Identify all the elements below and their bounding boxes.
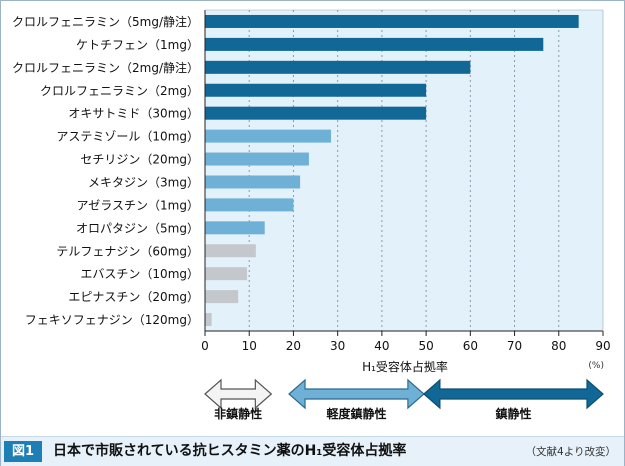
bar (205, 129, 332, 143)
category-label: クロルフェニラミン（2mg） (40, 84, 199, 98)
x-tick-label: 50 (418, 339, 433, 353)
category-arrow-label: 鎮静性 (495, 406, 531, 421)
caption-bar: 図1 日本で市販されている抗ヒスタミン薬のH₁受容体占拠率 （文献4より改変） (1, 436, 624, 466)
category-arrow (422, 378, 604, 410)
category-arrow (204, 378, 273, 410)
bar (205, 313, 212, 327)
figure-title: 日本で市販されている抗ヒスタミン薬のH₁受容体占拠率 (53, 443, 407, 459)
category-label: エピナスチン（20mg） (68, 290, 199, 304)
x-tick-label: 80 (551, 339, 566, 353)
category-label: テルフェナジン（60mg） (56, 244, 199, 258)
bar (205, 267, 248, 281)
category-label: オキサトミド（30mg） (68, 107, 199, 121)
bar (205, 83, 427, 97)
x-axis-unit: (%) (588, 361, 604, 371)
category-label: フェキソフェナジン（120mg） (25, 313, 199, 327)
category-arrow (288, 378, 425, 410)
x-tick-label: 70 (507, 339, 522, 353)
bar (205, 60, 471, 74)
x-tick-label: 30 (330, 339, 345, 353)
x-axis-label: H₁受容体占拠率 (362, 359, 448, 374)
x-tick-label: 20 (286, 339, 301, 353)
x-tick-label: 10 (242, 339, 257, 353)
category-label: アステミゾール（10mg） (56, 130, 199, 144)
bar (205, 221, 265, 235)
x-tick-label: 0 (201, 339, 209, 353)
figure-number-badge: 図1 (4, 441, 42, 462)
x-tick-label: 90 (595, 339, 610, 353)
plot-area (205, 10, 603, 331)
bar (205, 198, 294, 212)
bar (205, 175, 301, 189)
category-label: クロルフェニラミン（5mg/静注） (12, 14, 199, 29)
category-arrow-label: 非鎮静性 (214, 406, 262, 421)
bar (205, 244, 256, 258)
bar (205, 37, 544, 51)
bar (205, 14, 579, 28)
category-label: クロルフェニラミン（2mg/静注） (12, 60, 199, 75)
category-arrow-label: 軽度鎮静性 (326, 406, 386, 421)
bar (205, 152, 309, 166)
category-label: メキタジン（3mg） (88, 175, 199, 189)
bar (205, 290, 239, 304)
h1-occupancy-bar-chart: クロルフェニラミン（5mg/静注） ケトチフェン（1mg） クロルフェニラミン（2m… (12, 9, 611, 421)
figure-source-note: （文献4より改変） (525, 446, 616, 458)
category-label: アゼラスチン（1mg） (77, 198, 199, 212)
category-label: セチリジン（20mg） (80, 153, 199, 167)
x-tick-label: 40 (374, 339, 389, 353)
category-label: エバスチン（10mg） (80, 267, 199, 281)
bar (205, 106, 427, 120)
category-label: ケトチフェン（1mg） (76, 38, 199, 52)
category-label: オロパタジン（5mg） (76, 221, 199, 235)
x-tick-label: 60 (463, 339, 478, 353)
